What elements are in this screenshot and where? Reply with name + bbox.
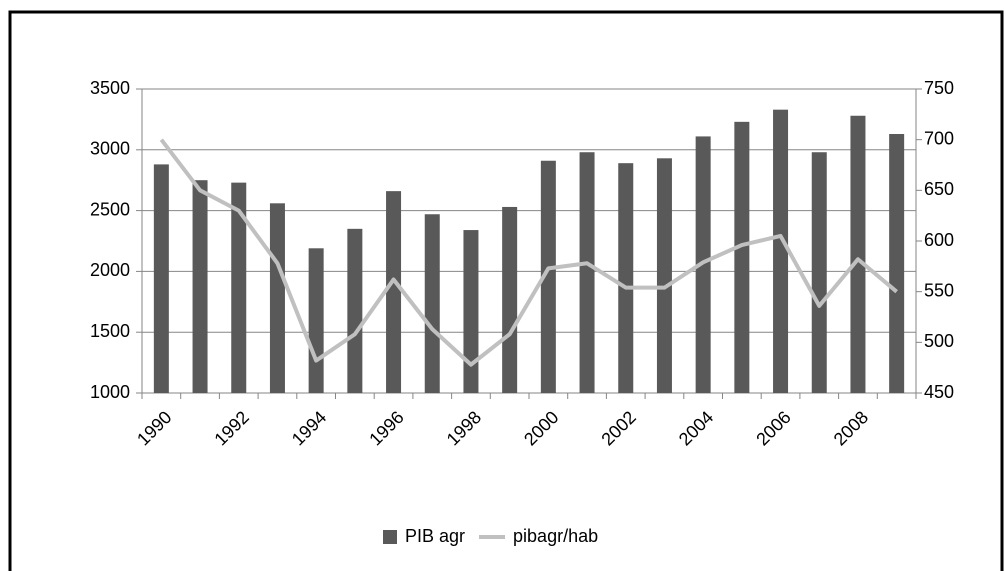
bar bbox=[773, 109, 789, 393]
y2-tick-label: 550 bbox=[924, 280, 954, 300]
bar bbox=[347, 228, 363, 393]
bar bbox=[734, 121, 750, 393]
bar bbox=[811, 152, 827, 393]
bar bbox=[463, 230, 479, 393]
legend-label: PIB agr bbox=[405, 526, 465, 546]
y2-tick-label: 600 bbox=[924, 230, 954, 250]
bar bbox=[153, 164, 169, 393]
y2-tick-label: 450 bbox=[924, 382, 954, 402]
line bbox=[159, 138, 898, 367]
bar bbox=[386, 191, 402, 393]
bar bbox=[889, 133, 905, 393]
bar bbox=[502, 206, 518, 393]
bar bbox=[579, 152, 595, 393]
y-tick-label: 2500 bbox=[90, 199, 130, 219]
y-tick-label: 1500 bbox=[90, 321, 130, 341]
bar bbox=[192, 180, 208, 393]
bar bbox=[618, 163, 634, 393]
y-tick-label: 2000 bbox=[90, 260, 130, 280]
y2-tick-label: 500 bbox=[924, 331, 954, 351]
y-tick-label: 3500 bbox=[90, 78, 130, 98]
bar bbox=[308, 248, 324, 393]
y2-tick-label: 700 bbox=[924, 128, 954, 148]
bar bbox=[424, 214, 440, 393]
bar bbox=[540, 160, 556, 393]
legend-swatch bbox=[383, 530, 397, 544]
bar bbox=[656, 158, 672, 393]
y-tick-label: 1000 bbox=[90, 382, 130, 402]
bar bbox=[231, 182, 247, 393]
y2-tick-label: 650 bbox=[924, 179, 954, 199]
y2-tick-label: 750 bbox=[924, 78, 954, 98]
legend-label: pibagr/hab bbox=[513, 526, 598, 546]
bar bbox=[695, 136, 711, 393]
bar bbox=[269, 203, 285, 393]
bar bbox=[850, 115, 866, 393]
y-tick-label: 3000 bbox=[90, 139, 130, 159]
